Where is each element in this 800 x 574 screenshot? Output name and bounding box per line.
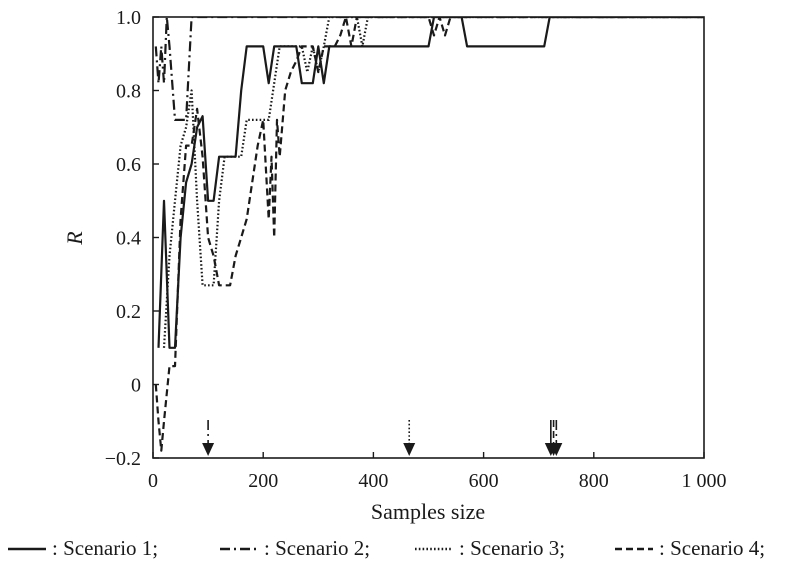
legend-label-scenario-1: : Scenario 1; [52, 536, 158, 560]
threshold-markers [202, 420, 563, 456]
plot-frame [152, 16, 705, 459]
legend-label-scenario-2: : Scenario 2; [264, 536, 370, 560]
legend-label-scenario-3: : Scenario 3; [459, 536, 565, 560]
x-tick-label: 1 000 [682, 470, 727, 492]
marker-scenario-2-head [202, 443, 215, 456]
y-axis: −0.2 0 0.2 0.4 0.6 0.8 1.0 [105, 7, 159, 470]
y-tick-label: 0.4 [116, 228, 141, 250]
x-tick-label: 0 [148, 470, 158, 492]
x-axis: 0 200 400 600 800 1 000 [148, 452, 727, 492]
x-tick-label: 600 [469, 470, 499, 492]
y-tick-label: −0.2 [105, 448, 141, 470]
y-tick-label: 0.2 [116, 301, 141, 323]
y-tick-label: 1.0 [116, 7, 141, 29]
x-axis-title: Samples size [371, 499, 485, 524]
series-line-scenario-3 [162, 17, 704, 348]
series-line-scenario-1 [157, 17, 704, 349]
y-tick-label: 0.8 [116, 81, 141, 103]
y-tick-label: 0.6 [116, 154, 141, 176]
series-line-scenario-4 [154, 17, 704, 452]
x-tick-label: 400 [358, 470, 388, 492]
marker-scenario-3-head [403, 443, 416, 456]
marker-extra-2-head [550, 443, 563, 456]
legend-label-scenario-4: : Scenario 4; [659, 536, 765, 560]
y-axis-title: R [62, 231, 87, 246]
x-tick-label: 200 [248, 470, 278, 492]
x-tick-label: 800 [579, 470, 609, 492]
legend: : Scenario 1; : Scenario 2; : Scenario 3;:… [8, 536, 765, 560]
plot-area [154, 17, 704, 452]
y-tick-label: 0 [131, 375, 141, 397]
series-line-scenario-2 [154, 17, 704, 122]
